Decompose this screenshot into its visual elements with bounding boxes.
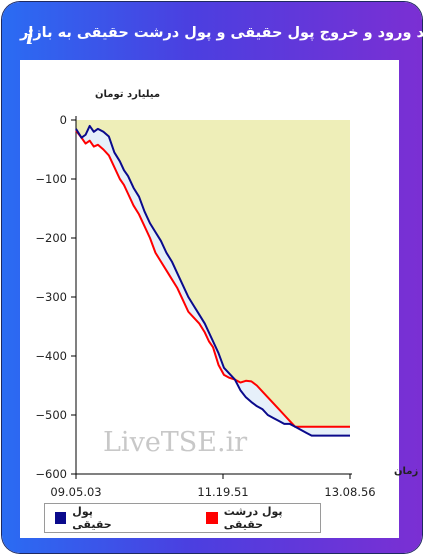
- y-tick-label: −200: [35, 231, 67, 245]
- y-tick-label: −300: [35, 290, 67, 304]
- series-line-large-real-money: [75, 130, 350, 428]
- info-icon[interactable]: i: [26, 25, 34, 49]
- x-tick-label: 13.08.56: [324, 485, 375, 499]
- legend-label-real-money: پول حقیقی: [72, 505, 112, 531]
- legend-swatch-real-money: [55, 512, 67, 524]
- y-tick-label: 0: [60, 113, 67, 127]
- y-axis-title: میلیارد تومان: [95, 89, 160, 100]
- legend-label-large-real-money: پول درشت حقیقی: [223, 505, 283, 531]
- y-tick-label: −600: [35, 467, 67, 481]
- series-line-real-money: [75, 124, 350, 437]
- page-title: روند ورود و خروج پول حقیقی و پول درشت حق…: [20, 25, 428, 41]
- legend-swatch-large-real-money: [206, 512, 218, 524]
- x-tick-label: 09.05.03: [50, 485, 101, 499]
- y-tick-label: −400: [35, 349, 67, 363]
- watermark: LiveTSE.ir: [103, 427, 247, 458]
- y-tick-label: −500: [35, 408, 67, 422]
- legend-item-real-money: پول حقیقی: [55, 505, 132, 531]
- y-tick-label: −100: [35, 172, 67, 186]
- x-tick-label: 11.19.51: [197, 485, 248, 499]
- area-fill: [76, 120, 350, 427]
- legend: پول حقیقی پول درشت حقیقی: [44, 503, 321, 533]
- x-axis-title: زمان: [394, 466, 418, 477]
- legend-item-large-real-money: پول درشت حقیقی: [206, 505, 320, 531]
